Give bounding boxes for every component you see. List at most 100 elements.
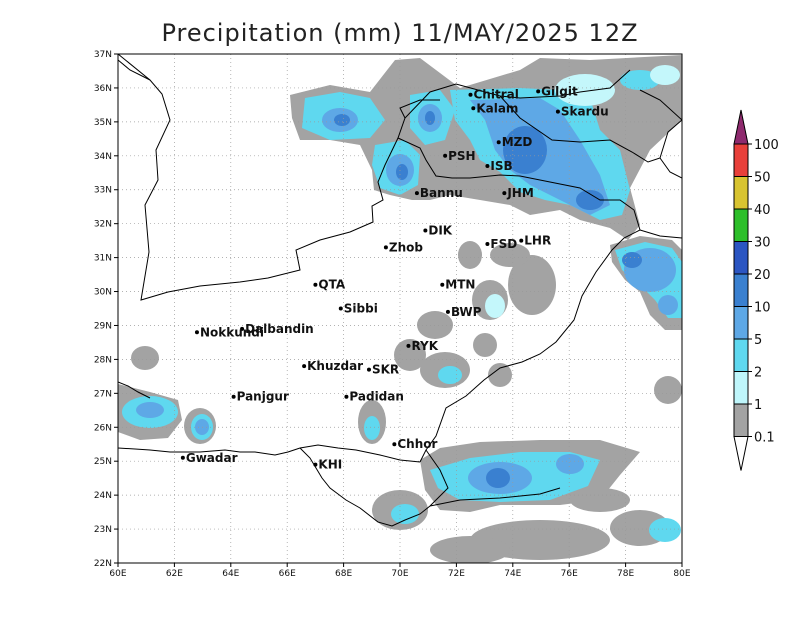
city-dot [496, 140, 501, 145]
city-label: DIK [428, 223, 452, 237]
precip-area-north [396, 164, 408, 180]
city-dot [485, 163, 490, 168]
city-dot [344, 394, 349, 399]
city-padidan: Padidan [344, 390, 404, 404]
city-dot [302, 364, 307, 369]
precip-area-central [438, 366, 462, 384]
city-dot [240, 326, 245, 331]
city-dot [519, 238, 524, 243]
precip-area-central [364, 416, 380, 440]
colorbar-segment [733, 338, 749, 372]
city-label: PSH [448, 149, 475, 163]
city-label: LHR [524, 234, 551, 248]
colorbar-segment [733, 371, 749, 405]
x-tick-label: 68E [335, 569, 352, 579]
precip-area-east [658, 295, 678, 315]
colorbar-label: 5 [754, 333, 762, 348]
city-fsd: FSD [485, 237, 517, 251]
colorbar-label: 2 [754, 366, 762, 381]
precip-area-north [334, 114, 350, 126]
city-label: Khuzdar [307, 359, 363, 373]
y-tick-label: 34N [94, 152, 112, 162]
city-dot [313, 282, 318, 287]
precip-area-east [622, 252, 642, 268]
colorbar-label: 20 [754, 268, 771, 283]
city-label: Gwadar [186, 451, 238, 465]
precip-area-central [417, 311, 453, 339]
precip-area-central [488, 363, 512, 387]
colorbar-label: 50 [754, 171, 771, 186]
city-label: Kalam [476, 101, 518, 115]
city-dot [471, 106, 476, 111]
city-dot [406, 343, 411, 348]
y-tick-label: 30N [94, 288, 112, 298]
precip-area-north [503, 126, 547, 174]
city-label: Bannu [420, 186, 463, 200]
colorbar-label: 0.1 [754, 431, 775, 446]
city-panjgur: Panjgur [231, 390, 289, 404]
precip-shading [118, 55, 682, 563]
precip-area-central [508, 255, 556, 315]
precip-area-south [430, 536, 510, 563]
colorbar-segment [733, 273, 749, 307]
city-label: Skardu [561, 105, 609, 119]
y-tick-label: 23N [94, 525, 112, 535]
city-mzd: MZD [496, 135, 533, 149]
city-dot [468, 92, 473, 97]
x-tick-label: 66E [279, 569, 296, 579]
city-sibbi: Sibbi [338, 302, 378, 316]
city-chitral: Chitral [468, 88, 519, 102]
city-skardu: Skardu [555, 105, 609, 119]
city-label: ISB [490, 159, 512, 173]
city-label: MZD [502, 135, 533, 149]
city-bannu: Bannu [414, 186, 463, 200]
y-tick-label: 28N [94, 355, 112, 365]
city-chhor: Chhor [392, 437, 437, 451]
city-dot [536, 89, 541, 94]
city-jhm: JHM [502, 186, 534, 200]
city-ryk: RYK [406, 339, 439, 353]
colorbar-label: 30 [754, 236, 771, 251]
colorbar-label: 10 [754, 301, 771, 316]
colorbar-label: 1 [754, 398, 762, 413]
city-isb: ISB [485, 159, 513, 173]
city-mtn: MTN [440, 278, 475, 292]
city-label: Dalbandin [245, 322, 314, 336]
colorbar-segment [733, 403, 749, 437]
city-psh: PSH [443, 149, 476, 163]
city-nokkundi: Nokkundi [194, 325, 264, 339]
grid-lines [118, 54, 682, 563]
city-label: JHM [506, 186, 533, 200]
x-tick-label: 74E [504, 569, 521, 579]
y-tick-label: 36N [94, 84, 112, 94]
y-tick-label: 26N [94, 423, 112, 433]
city-label: BWP [451, 305, 482, 319]
precip-area-east [654, 376, 682, 404]
city-label: Sibbi [344, 302, 378, 316]
city-lhr: LHR [519, 234, 551, 248]
city-markers: Chitral Gilgit Kalam Skardu MZD PSH ISB JHM Bann… [180, 84, 609, 472]
city-label: Nokkundi [200, 325, 264, 339]
city-dot [440, 282, 445, 287]
city-label: Panjgur [237, 390, 289, 404]
x-tick-label: 70E [391, 569, 408, 579]
city-dot [485, 242, 490, 247]
precip-area-south [391, 504, 419, 524]
city-dot [338, 306, 343, 311]
colorbar-segment [733, 241, 749, 275]
city-label: Zhob [389, 240, 423, 254]
plot-area: Chitral Gilgit Kalam Skardu MZD PSH ISB JHM Bann… [118, 54, 682, 563]
precip-area-central [458, 241, 482, 269]
precip-area-west [136, 402, 164, 418]
x-tick-label: 64E [222, 569, 239, 579]
city-label: Gilgit [541, 84, 578, 98]
city-dik: DIK [423, 223, 453, 237]
city-dot [445, 309, 450, 314]
city-khuzdar: Khuzdar [302, 359, 363, 373]
city-dot [502, 191, 507, 196]
city-bwp: BWP [445, 305, 482, 319]
y-tick-label: 31N [94, 254, 112, 264]
city-dot [180, 455, 185, 460]
city-label: Chhor [397, 437, 437, 451]
